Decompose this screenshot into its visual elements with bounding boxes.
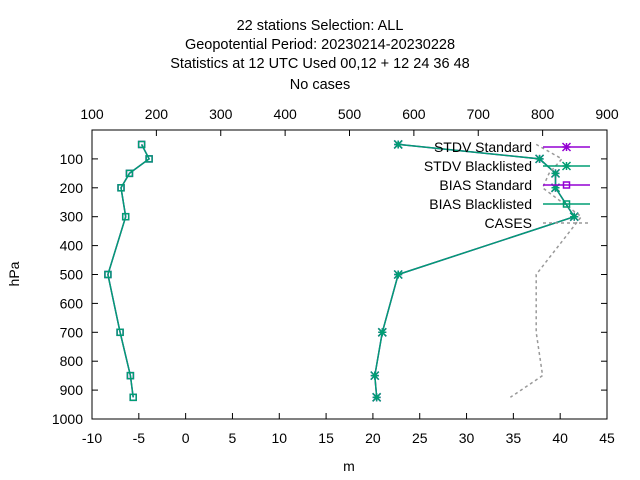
x-tick-label: 30: [459, 430, 475, 446]
x-tick-label: 0: [182, 430, 190, 446]
y-tick-label: 800: [60, 353, 84, 369]
data-point: [535, 154, 545, 164]
x-tick-label: -10: [82, 430, 102, 446]
legend-marker: [562, 181, 571, 189]
x-tick-label: 20: [365, 430, 381, 446]
data-point: [372, 392, 382, 402]
x2-tick-label: 400: [273, 106, 297, 122]
data-point: [116, 328, 124, 337]
data-point: [377, 327, 387, 337]
tick-group: -10 -5 0 5 10 15 20 25 30 35 40 45 100 200 300 400 500 60…: [52, 106, 619, 446]
data-point: [393, 269, 403, 280]
legend: STDV Standard STDV Blacklisted BIAS Standa…: [424, 139, 590, 231]
x-tick-label: 15: [318, 430, 334, 446]
chart-title-line-1: 22 stations Selection: ALL: [236, 18, 404, 34]
data-point: [550, 168, 561, 178]
legend-entry: BIAS Standard: [439, 177, 590, 193]
data-point: [569, 212, 579, 222]
data-point: [137, 140, 146, 149]
data-point: [145, 155, 153, 163]
y-axis-label: hPa: [6, 261, 22, 286]
y-tick-label: 700: [60, 324, 84, 340]
data-point: [104, 270, 112, 279]
y-tick-label: 1000: [52, 411, 83, 427]
data-point: [125, 169, 134, 178]
legend-entry: STDV Standard: [434, 139, 590, 155]
x2-tick-label: 100: [80, 106, 104, 122]
data-point: [129, 393, 137, 402]
legend-entry: STDV Blacklisted: [424, 158, 590, 174]
y-tick-label: 200: [60, 180, 84, 196]
x2-tick-label: 500: [338, 106, 362, 122]
chart-title-line-2: Geopotential Period: 20230214-20230228: [184, 37, 456, 53]
x2-tick-label: 700: [467, 106, 491, 122]
legend-marker: [561, 142, 572, 152]
series-line: [107, 144, 151, 398]
legend-marker: [561, 161, 572, 171]
x-tick-label: 35: [506, 430, 522, 446]
legend-label: BIAS Blacklisted: [429, 196, 532, 212]
x-tick-label: 25: [412, 430, 428, 446]
chart-title-line-3: Statistics at 12 UTC Used 00,12 + 12 24 …: [170, 56, 470, 72]
series-stdv-blacklisted: [370, 139, 579, 402]
x-tick-label: 10: [271, 430, 287, 446]
y-tick-label: 900: [60, 382, 84, 398]
y-tick-label: 100: [60, 151, 84, 167]
data-point: [117, 184, 125, 192]
y-tick-label: 400: [60, 238, 84, 254]
legend-label: STDV Blacklisted: [424, 158, 532, 174]
x-tick-label: 5: [229, 430, 237, 446]
data-point: [370, 371, 380, 381]
chart-title-line-4: No cases: [289, 77, 351, 93]
series-bias-blacklisted: [104, 140, 153, 402]
y-tick-label: 300: [60, 209, 84, 225]
series-bias-standard: [104, 140, 153, 402]
x2-tick-label: 600: [402, 106, 426, 122]
data-point: [393, 139, 403, 149]
legend-label: BIAS Standard: [439, 177, 532, 193]
x2-tick-label: 900: [595, 106, 619, 122]
x-tick-label: 45: [599, 430, 615, 446]
x2-tick-label: 300: [209, 106, 233, 122]
data-point: [126, 371, 135, 380]
data-point: [550, 183, 561, 193]
x-tick-label: 40: [552, 430, 568, 446]
x-axis-label: m: [343, 458, 355, 474]
y-tick-label: 500: [60, 267, 84, 283]
x2-tick-label: 200: [145, 106, 169, 122]
series-line: [107, 144, 151, 398]
legend-entry: CASES: [485, 215, 590, 231]
y-tick-label: 600: [60, 295, 84, 311]
legend-entry: BIAS Blacklisted: [429, 196, 590, 212]
legend-marker: [562, 200, 571, 208]
legend-label: CASES: [485, 215, 532, 231]
x-tick-label: -5: [133, 430, 146, 446]
data-point: [121, 212, 130, 221]
series-group: [104, 139, 583, 402]
legend-label: STDV Standard: [434, 139, 532, 155]
x2-tick-label: 800: [531, 106, 555, 122]
